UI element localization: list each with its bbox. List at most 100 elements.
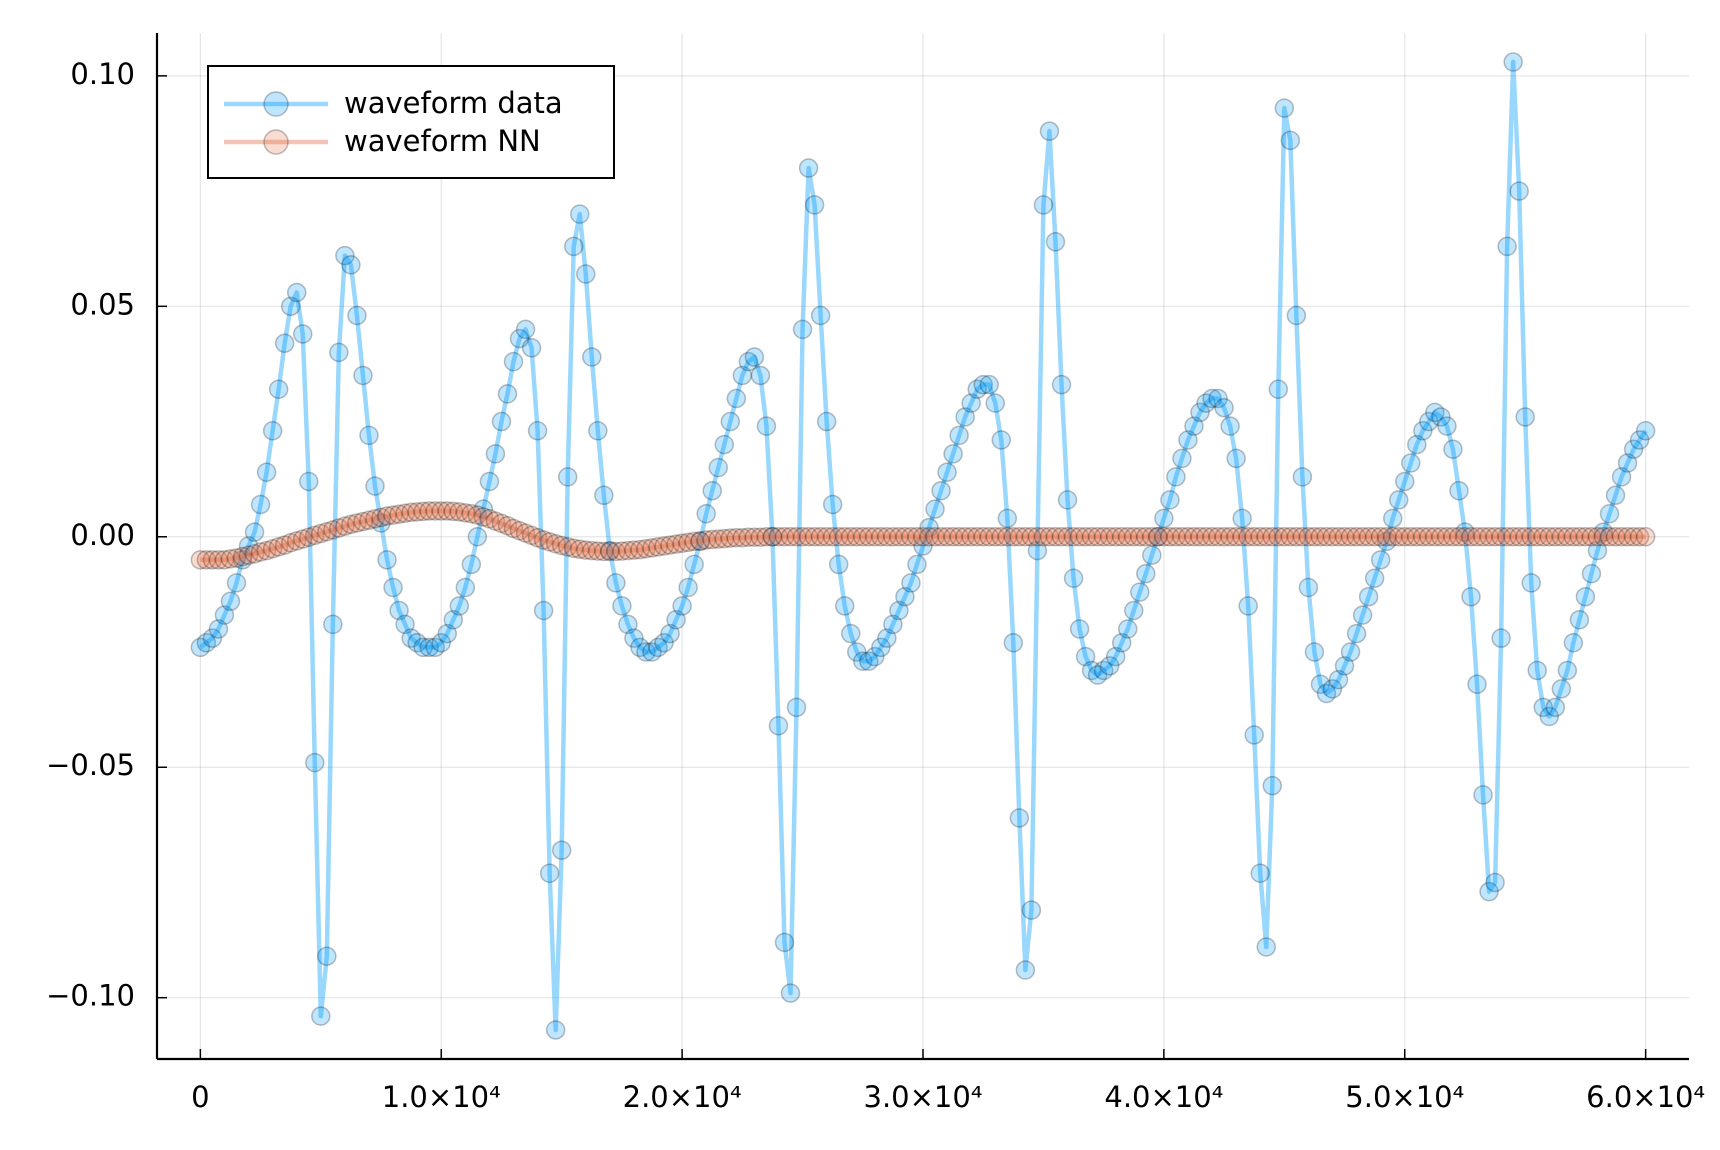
point	[889, 527, 909, 547]
point	[1298, 577, 1319, 598]
point	[1033, 527, 1054, 547]
point	[1292, 467, 1313, 487]
point	[1340, 642, 1361, 662]
point	[696, 530, 716, 550]
point	[1093, 527, 1114, 547]
point	[660, 623, 680, 644]
point	[455, 503, 476, 523]
point	[479, 509, 500, 529]
point	[220, 591, 241, 612]
point	[732, 365, 753, 386]
point	[280, 533, 301, 553]
point	[383, 505, 403, 525]
point	[1599, 503, 1620, 524]
point	[1009, 808, 1030, 828]
point	[383, 577, 403, 598]
point	[274, 535, 295, 555]
point	[1009, 527, 1030, 547]
point	[1413, 527, 1433, 547]
legend-box	[207, 65, 615, 179]
point	[1593, 527, 1614, 547]
point	[907, 554, 927, 575]
point	[1617, 527, 1638, 547]
legend-label: waveform data	[344, 86, 563, 120]
point	[1238, 596, 1258, 616]
point	[1286, 305, 1307, 326]
point	[1111, 633, 1132, 653]
point	[1316, 527, 1337, 547]
point	[714, 528, 735, 549]
point	[268, 379, 289, 400]
point	[515, 523, 536, 543]
series	[190, 501, 1656, 570]
point	[678, 577, 698, 598]
point	[1569, 609, 1590, 630]
point	[871, 637, 891, 658]
point	[1527, 527, 1547, 547]
point	[949, 425, 969, 446]
point	[648, 637, 668, 658]
point	[576, 540, 596, 560]
point	[678, 532, 698, 553]
point	[1226, 527, 1246, 547]
point	[690, 531, 710, 551]
point	[262, 539, 283, 559]
point	[473, 499, 494, 519]
point	[762, 527, 783, 547]
point	[551, 535, 572, 556]
point	[1563, 527, 1584, 547]
point	[341, 255, 361, 275]
point	[1142, 527, 1162, 547]
point	[1352, 605, 1373, 625]
point	[401, 502, 421, 523]
point	[660, 535, 680, 555]
point	[630, 539, 650, 560]
point	[1111, 527, 1132, 547]
point	[1184, 416, 1204, 436]
point	[1069, 527, 1090, 547]
point	[329, 518, 349, 538]
point	[750, 365, 771, 386]
point	[1539, 706, 1560, 727]
point	[1087, 527, 1108, 547]
point	[1401, 453, 1421, 473]
point	[1292, 527, 1313, 547]
point	[883, 527, 903, 547]
point	[1196, 393, 1216, 413]
point	[1443, 527, 1463, 547]
point	[1395, 527, 1415, 547]
point	[305, 752, 325, 773]
point	[1166, 467, 1186, 487]
point	[1443, 439, 1463, 459]
point	[299, 527, 319, 547]
point	[353, 511, 373, 532]
point	[467, 505, 488, 525]
point	[1021, 900, 1042, 920]
point	[1575, 586, 1596, 607]
point	[792, 527, 813, 547]
point	[1581, 563, 1602, 584]
point	[449, 502, 470, 522]
point	[1503, 527, 1523, 547]
point	[1244, 725, 1264, 745]
point	[630, 637, 650, 658]
point	[1370, 550, 1391, 570]
point	[196, 550, 217, 570]
point	[1190, 527, 1210, 547]
point	[612, 596, 632, 616]
point	[1160, 490, 1180, 510]
point	[323, 614, 343, 635]
point	[1587, 540, 1608, 561]
point	[202, 550, 223, 570]
point	[1611, 467, 1632, 487]
point	[877, 527, 897, 547]
point	[1051, 374, 1072, 395]
point	[1238, 527, 1258, 547]
point	[594, 485, 614, 506]
point	[371, 507, 391, 528]
point	[1063, 527, 1084, 547]
point	[1545, 527, 1566, 547]
point	[865, 527, 885, 547]
point	[1473, 527, 1493, 547]
point	[1148, 527, 1168, 547]
